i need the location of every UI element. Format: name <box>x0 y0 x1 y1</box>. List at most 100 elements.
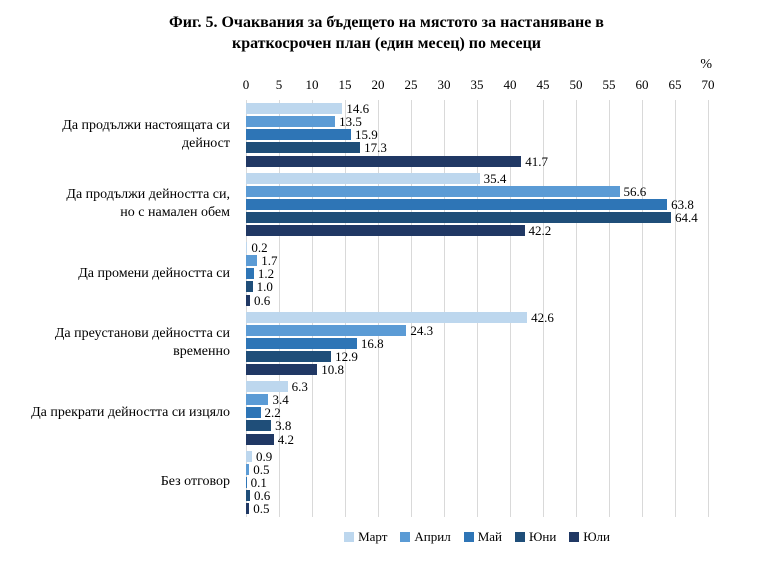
bar-value-label: 0.2 <box>251 240 268 255</box>
category-label-line: но с намален обем <box>120 205 230 221</box>
gridline <box>246 100 247 517</box>
category-label-line: Да преустанови дейността си <box>54 326 230 342</box>
gridline <box>279 100 280 517</box>
bar-Април <box>246 324 407 336</box>
bar-group: 6.3 3.4 2.2 3.8 4.2 <box>246 378 708 448</box>
bar-Март <box>246 381 288 392</box>
bar-Юли <box>246 433 274 445</box>
gridline <box>510 100 511 517</box>
bar-value-label: 41.7 <box>525 153 548 169</box>
bar-Май <box>246 337 357 349</box>
x-tick-label: 40 <box>503 77 517 92</box>
gridline <box>576 100 577 517</box>
chart-title: Фиг. 5. Очаквания за бъдещето на мястото… <box>0 12 773 54</box>
x-axis-tick-labels: 0 5 10 15 20 25 30 35 40 45 50 55 60 65 70 <box>0 77 773 94</box>
category-label: Да продължи настоящата си дейност <box>0 100 238 170</box>
x-tick-label: 25 <box>404 77 418 92</box>
legend-swatch-icon <box>569 532 580 542</box>
bar-Юли <box>246 294 250 306</box>
bar-value-label: 2.2 <box>264 405 281 421</box>
bar-value-label: 63.8 <box>671 196 694 212</box>
bar-Май <box>246 198 668 210</box>
bar-Май <box>246 407 261 419</box>
bar-Юни <box>246 211 672 223</box>
bar-row: 3.8 <box>246 419 708 432</box>
legend-label: Април <box>414 529 451 544</box>
bar-row: 41.7 <box>246 153 708 169</box>
category-label: Да продължи дейността си, но с намален об… <box>0 170 238 240</box>
x-tick-label: 0 <box>242 77 250 92</box>
bar-value-label: 6.3 <box>291 379 308 394</box>
x-tick-label: 50 <box>569 77 583 92</box>
x-tick-label: 60 <box>635 77 649 92</box>
bar-row: 1.0 <box>246 280 708 293</box>
axis-unit-label: % <box>700 57 712 72</box>
bar-Март <box>246 450 252 462</box>
bar-value-label: 3.4 <box>272 392 289 408</box>
x-tick-label: 20 <box>371 77 385 92</box>
category-axis-labels: Да продължи настоящата си дейност Да продъ… <box>0 100 238 517</box>
bar-row: 6.3 <box>246 379 708 394</box>
x-tick-label: 30 <box>437 77 451 92</box>
category-label-line: Да продължи дейността си, <box>66 187 230 203</box>
legend-item-Юли: Юли <box>569 529 610 545</box>
x-tick-label: 10 <box>305 77 319 92</box>
bar-value-label: 1.7 <box>261 253 278 269</box>
gridline <box>675 100 676 517</box>
bar-Април <box>246 255 258 267</box>
bar-value-label: 12.9 <box>335 348 358 364</box>
legend: Март Април Май Юни Юли <box>246 529 708 545</box>
bar-Юли <box>246 155 522 167</box>
bar-row: 14.6 <box>246 102 708 115</box>
bar-Март <box>246 172 480 184</box>
bar-Април <box>246 116 336 128</box>
bar-Април <box>246 463 250 475</box>
gridline <box>378 100 379 517</box>
bar-value-label: 42.2 <box>528 223 552 238</box>
bar-value-label: 24.3 <box>410 322 434 338</box>
bar-Април <box>246 394 269 406</box>
legend-swatch-icon <box>515 532 525 542</box>
bar-group: 14.6 13.5 15.9 17.3 41.7 <box>246 100 708 170</box>
category-label: Да промени дейността си <box>0 239 238 309</box>
bar-Юни <box>246 281 253 293</box>
x-tick-label: 45 <box>536 77 550 92</box>
bar-row: 12.9 <box>246 348 708 364</box>
bar-row: 0.2 <box>246 240 708 255</box>
gridline <box>345 100 346 517</box>
gridline <box>543 100 544 517</box>
gridline <box>312 100 313 517</box>
legend-label: Май <box>477 529 502 544</box>
bar-Май <box>246 476 247 488</box>
x-tick-label: 35 <box>470 77 484 92</box>
bar-Март <box>246 242 248 253</box>
x-tick-label: 65 <box>668 77 682 92</box>
x-tick-label: 5 <box>275 77 283 92</box>
bar-row: 3.4 <box>246 392 708 408</box>
bar-row: 0.6 <box>246 294 708 307</box>
category-label: Да преустанови дейността си временно <box>0 309 238 379</box>
bar-Март <box>246 311 528 323</box>
bar-group: 35.4 56.6 63.8 64.4 42.2 <box>246 170 708 240</box>
bar-row: 10.8 <box>246 362 708 377</box>
bar-value-label: 56.6 <box>623 183 647 199</box>
bar-value-label: 1.2 <box>257 266 275 282</box>
bar-value-label: 4.2 <box>277 431 294 447</box>
gridline <box>411 100 412 517</box>
bar-value-label: 17.3 <box>364 140 387 156</box>
bar-row: 0.5 <box>246 463 708 476</box>
category-label-line: временно <box>173 344 230 360</box>
bar-group: 42.6 24.3 16.8 12.9 10.8 <box>246 309 708 379</box>
category-label-line: дейност <box>181 135 230 151</box>
bar-row: 56.6 <box>246 183 708 199</box>
legend-label: Юли <box>583 529 610 544</box>
bar-row: 0.1 <box>246 476 708 489</box>
bar-value-label: 10.8 <box>321 362 345 377</box>
bar-row: 4.2 <box>246 431 708 447</box>
bar-value-label: 0.9 <box>255 448 273 464</box>
plot-area: 14.6 13.5 15.9 17.3 41.7 35.4 56.6 63.8 64.4 42.2… <box>246 100 709 517</box>
bar-Юли <box>246 364 318 375</box>
gridline <box>477 100 478 517</box>
gridline <box>609 100 610 517</box>
